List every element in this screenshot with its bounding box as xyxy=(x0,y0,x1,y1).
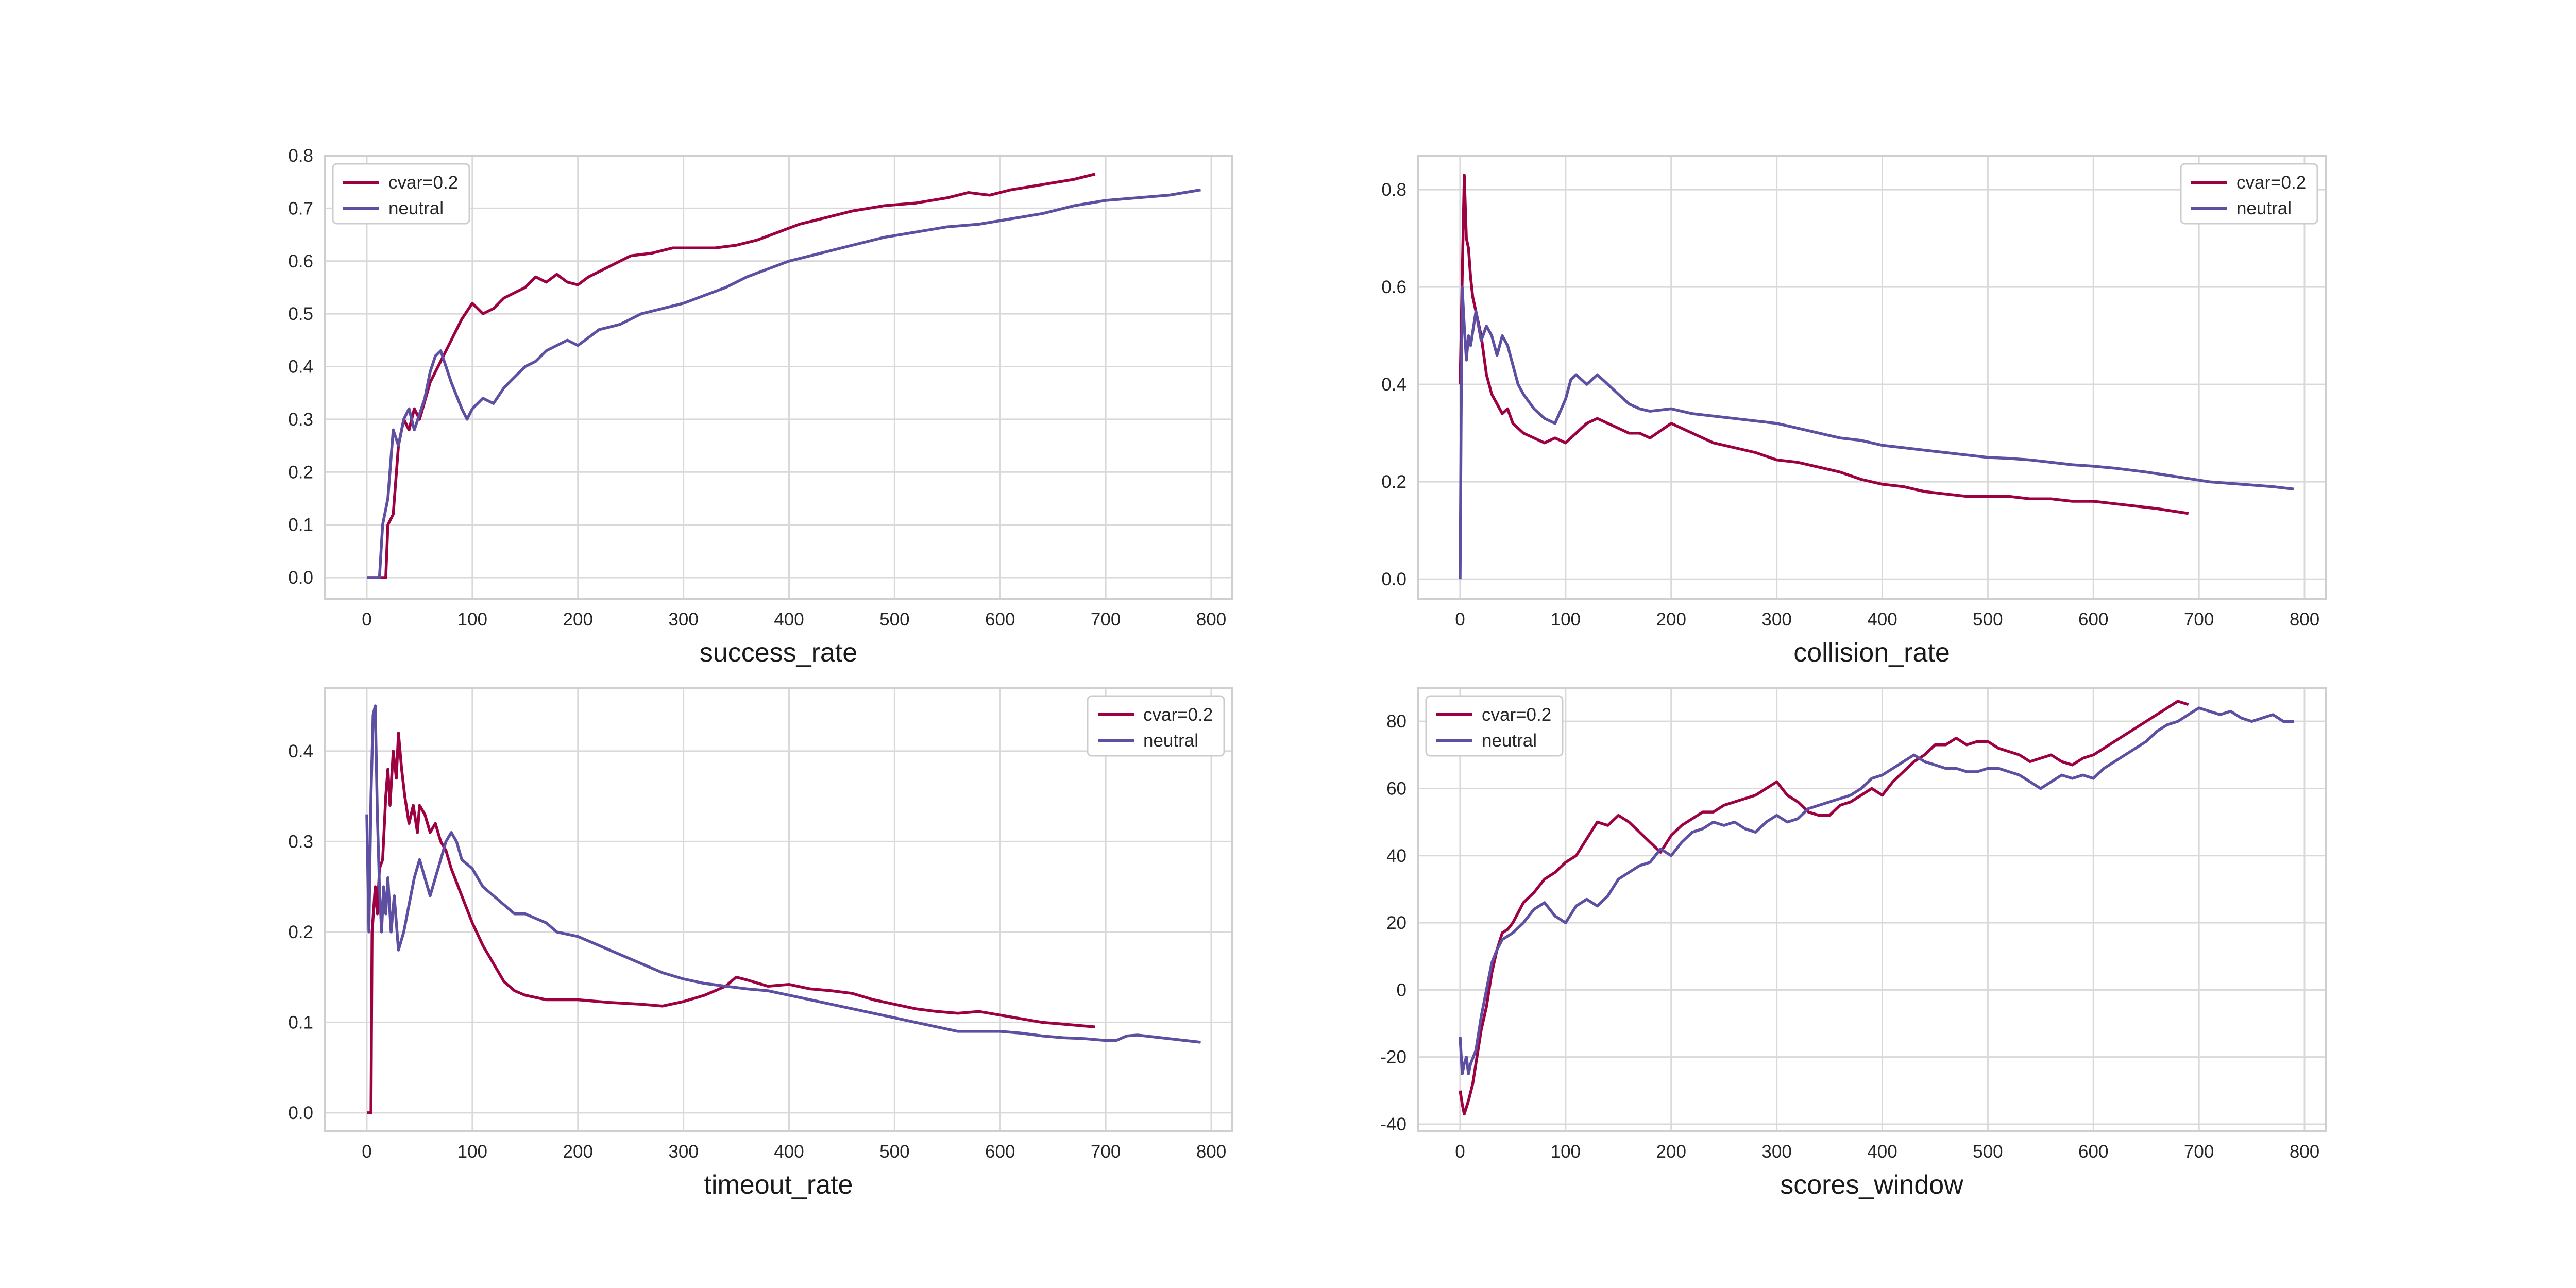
x-tick-label: 600 xyxy=(2078,1142,2108,1162)
x-tick-label: 500 xyxy=(879,609,909,630)
x-tick-label: 0 xyxy=(362,609,371,630)
subplot-timeout-rate: 0 100 200 300 400 500 600 700 800 0.0 0.1 0.2 0.3 0.4… xyxy=(288,687,1233,1200)
y-tick-label: 0.2 xyxy=(288,462,313,482)
x-tick-label: 400 xyxy=(1867,609,1897,630)
series-line-neutral xyxy=(1459,285,2294,580)
y-tick-label: 0.0 xyxy=(288,1103,313,1123)
x-tick-label: 300 xyxy=(668,609,698,630)
subplot-collision-rate: 0 100 200 300 400 500 600 700 800 0.0 0.2 0.4 0.6 0.8… xyxy=(1381,155,2327,668)
y-tick-label: -20 xyxy=(1380,1047,1406,1067)
x-tick-label: 800 xyxy=(1196,609,1226,630)
x-tick-label: 300 xyxy=(1761,1142,1791,1162)
x-tick-label: 200 xyxy=(563,1142,593,1162)
y-tick-label: 0 xyxy=(1397,980,1406,1000)
y-tick-label: 0.8 xyxy=(288,146,313,166)
x-tick-label: 0 xyxy=(362,1142,371,1162)
plot-frame xyxy=(324,155,1233,600)
y-tick-label: 0.6 xyxy=(1381,277,1406,297)
y-tick-label: 0.3 xyxy=(288,832,313,852)
y-tick-label: 80 xyxy=(1386,711,1406,732)
x-axis-label: scores_window xyxy=(1780,1170,1963,1200)
legend: cvar=0.2 neutral xyxy=(332,163,470,225)
x-tick-label: 200 xyxy=(563,609,593,630)
x-tick-label: 400 xyxy=(774,609,804,630)
series-line-cvar xyxy=(367,173,1096,579)
x-tick-label: 100 xyxy=(1551,609,1581,630)
series-line-cvar xyxy=(1459,700,2189,1116)
x-tick-label: 600 xyxy=(2078,609,2108,630)
y-tick-label: 20 xyxy=(1386,913,1406,933)
legend-label: cvar=0.2 xyxy=(1143,705,1213,725)
plot-frame xyxy=(324,687,1233,1132)
plot-frame xyxy=(1417,155,2327,600)
x-tick-label: 700 xyxy=(1091,1142,1121,1162)
series-line-cvar xyxy=(367,732,1095,1114)
legend-label: cvar=0.2 xyxy=(388,173,458,193)
y-tick-label: -40 xyxy=(1380,1114,1406,1134)
legend-label: cvar=0.2 xyxy=(1482,705,1551,725)
legend: cvar=0.2 neutral xyxy=(1425,695,1564,757)
x-tick-label: 0 xyxy=(1455,1142,1465,1162)
legend-label: neutral xyxy=(388,198,444,218)
x-tick-label: 700 xyxy=(2184,1142,2214,1162)
x-tick-label: 800 xyxy=(2290,1142,2319,1162)
series-line-neutral xyxy=(367,188,1201,579)
x-tick-label: 0 xyxy=(1455,609,1465,630)
x-tick-label: 600 xyxy=(985,1142,1015,1162)
series-line-neutral xyxy=(365,704,1201,1044)
x-tick-label: 200 xyxy=(1656,609,1686,630)
y-tick-label: 0.1 xyxy=(288,1012,313,1032)
x-tick-label: 500 xyxy=(879,1142,909,1162)
legend-label: cvar=0.2 xyxy=(2236,173,2306,193)
x-tick-label: 400 xyxy=(1867,1142,1897,1162)
x-axis-label: collision_rate xyxy=(1793,638,1950,668)
x-tick-label: 700 xyxy=(1091,609,1121,630)
y-tick-label: 0.7 xyxy=(288,198,313,218)
subplot-success-rate: 0 100 200 300 400 500 600 700 800 0.0 0.1 0.2 0.3 0.4… xyxy=(288,146,1233,668)
y-tick-label: 0.6 xyxy=(288,251,313,272)
y-tick-label: 0.0 xyxy=(288,568,313,588)
legend-label: neutral xyxy=(2236,198,2292,218)
y-tick-label: 60 xyxy=(1386,778,1406,799)
x-axis-label: success_rate xyxy=(700,638,857,668)
legend-label: neutral xyxy=(1143,731,1198,751)
y-tick-label: 0.4 xyxy=(288,357,313,377)
x-tick-label: 500 xyxy=(1973,1142,2003,1162)
y-tick-label: 0.1 xyxy=(288,515,313,535)
legend: cvar=0.2 neutral xyxy=(1087,695,1225,757)
subplot-scores-window: 0 100 200 300 400 500 600 700 800 -40 -20 0 20 40 60 80… xyxy=(1380,687,2327,1200)
x-tick-label: 100 xyxy=(1551,1142,1581,1162)
series-line-neutral xyxy=(1459,706,2294,1075)
x-tick-label: 800 xyxy=(1196,1142,1226,1162)
y-tick-label: 0.0 xyxy=(1381,569,1406,589)
y-tick-label: 0.3 xyxy=(288,410,313,430)
y-tick-label: 0.5 xyxy=(288,304,313,324)
y-tick-label: 0.4 xyxy=(1381,375,1406,395)
x-tick-label: 500 xyxy=(1973,609,2003,630)
x-tick-label: 700 xyxy=(2184,609,2214,630)
series-line-cvar xyxy=(1459,174,2189,515)
x-tick-label: 600 xyxy=(985,609,1015,630)
x-tick-label: 300 xyxy=(1761,609,1791,630)
x-tick-label: 800 xyxy=(2290,609,2319,630)
y-tick-label: 40 xyxy=(1386,846,1406,866)
y-tick-label: 0.8 xyxy=(1381,180,1406,200)
y-tick-label: 0.4 xyxy=(288,741,313,761)
legend: cvar=0.2 neutral xyxy=(2180,163,2318,225)
x-axis-label: timeout_rate xyxy=(704,1170,853,1200)
plot-frame xyxy=(1417,687,2327,1132)
x-tick-label: 100 xyxy=(457,609,487,630)
y-tick-label: 0.2 xyxy=(288,922,313,942)
x-tick-label: 400 xyxy=(774,1142,804,1162)
y-tick-label: 0.2 xyxy=(1381,472,1406,492)
x-tick-label: 200 xyxy=(1656,1142,1686,1162)
legend-label: neutral xyxy=(1482,731,1537,751)
x-tick-label: 100 xyxy=(457,1142,487,1162)
x-tick-label: 300 xyxy=(668,1142,698,1162)
